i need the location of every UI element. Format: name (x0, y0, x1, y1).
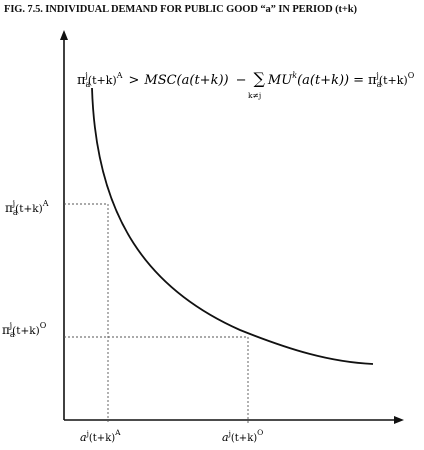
equation: πaj(t+k)A > MSC(a(t+k)) − ∑ MUk(a(t+k)) = πaj(t… (77, 69, 415, 89)
demand-curve (91, 87, 374, 365)
y-label-upper: πaj(t+k)A (5, 199, 49, 217)
y-label-lower: πaj(t+k)O (2, 321, 47, 339)
y-axis-arrow-icon (60, 30, 68, 40)
x-label-left: aj(t+k)A (80, 428, 121, 444)
equation-sum-subscript: k≠j (248, 91, 261, 100)
x-label-right: aj(t+k)O (222, 428, 263, 444)
x-axis-arrow-icon (394, 416, 404, 424)
figure-title: FIG. 7.5. INDIVIDUAL DEMAND FOR PUBLIC G… (4, 4, 357, 15)
